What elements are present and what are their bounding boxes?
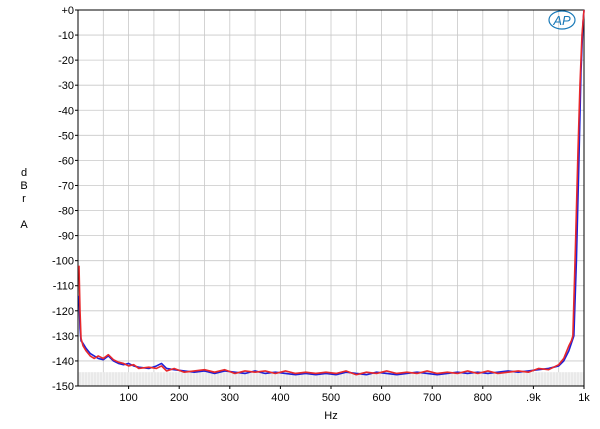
y-axis-title-char: A [20, 219, 28, 231]
ap-logo-text: AP [552, 13, 571, 28]
y-axis-title: dBr A [20, 167, 28, 231]
y-tick-label: -10 [58, 30, 74, 42]
noise-floor-shading [78, 372, 584, 386]
x-tick-label: 700 [423, 392, 441, 404]
ap-logo: AP [548, 10, 576, 30]
y-tick-label: -100 [52, 256, 74, 268]
x-tick-label: 300 [221, 392, 239, 404]
x-tick-label: 600 [372, 392, 390, 404]
x-axis-title: Hz [324, 410, 337, 422]
x-tick-label: 500 [322, 392, 340, 404]
y-tick-label: -140 [52, 356, 74, 368]
y-tick-label: -60 [58, 155, 74, 167]
y-axis-title-char: r [22, 193, 26, 205]
x-tick-label: .9k [526, 392, 541, 404]
x-tick-label: 100 [119, 392, 137, 404]
series-lines [78, 9, 585, 376]
y-tick-label: -70 [58, 180, 74, 192]
y-tick-label: -40 [58, 105, 74, 117]
y-axis-title-char: d [21, 167, 27, 179]
ap-logo-swoosh [548, 10, 576, 30]
x-tick-label: 800 [474, 392, 492, 404]
y-tick-label: -120 [52, 306, 74, 318]
y-tick-label: -130 [52, 331, 74, 343]
grid [78, 9, 584, 387]
y-axis-title-char: B [20, 180, 27, 192]
x-tick-label: 200 [170, 392, 188, 404]
series-line-2 [78, 9, 585, 376]
y-tick-label: -80 [58, 206, 74, 218]
y-tick-label: +0 [61, 5, 74, 17]
x-tick-label: 1k [578, 392, 590, 404]
x-axis-ticks: 100 200 300 400 500 600 700 800 .9k 1k [119, 386, 590, 404]
y-tick-label: -150 [52, 381, 74, 393]
noise-floor-band [78, 372, 584, 386]
y-tick-label: -90 [58, 231, 74, 243]
y-tick-label: -30 [58, 80, 74, 92]
x-tick-label: 400 [271, 392, 289, 404]
y-tick-label: -110 [53, 281, 74, 293]
y-tick-label: -50 [58, 130, 74, 142]
y-axis-ticks: +0 -10 -20 -30 -40 -50 -60 -70 -80 -90 -100 -110 -12… [52, 5, 78, 393]
y-tick-label: -20 [58, 55, 74, 67]
